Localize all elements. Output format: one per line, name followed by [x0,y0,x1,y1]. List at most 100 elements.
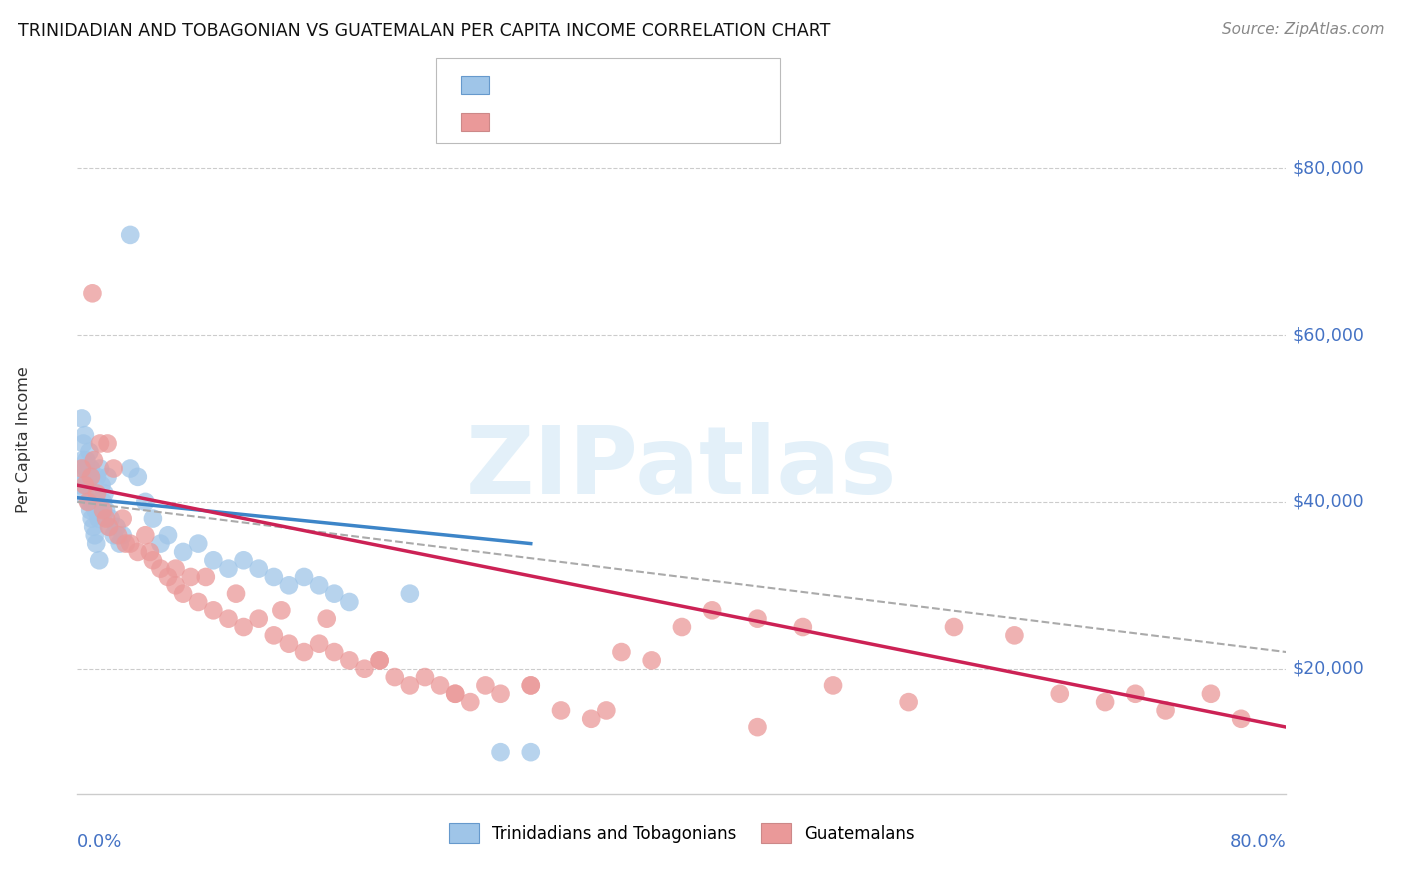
Point [83,453,105,467]
Point [94,503,117,517]
Text: Per Capita Income: Per Capita Income [17,366,31,513]
Point [111,528,134,542]
Text: $60,000: $60,000 [1292,326,1364,344]
Point [353,662,375,676]
Point [278,578,301,592]
Point [641,653,664,667]
Point [103,528,125,542]
Text: ZIPatlas: ZIPatlas [467,422,897,514]
Point [89,436,111,450]
Point [292,645,315,659]
Point [202,553,225,567]
Point [114,536,136,550]
Point [76,478,98,492]
Point [69,478,91,492]
Point [98,520,121,534]
Point [339,653,360,667]
Point [96,470,118,484]
Point [323,645,346,659]
Point [202,603,225,617]
Point [79,503,101,517]
Text: R =  -0.175: R = -0.175 [498,76,598,94]
Point [308,578,330,592]
Point [127,545,149,559]
Point [165,561,187,575]
Point [368,653,391,667]
Point [75,453,97,467]
Point [218,561,240,575]
Point [73,428,96,442]
Point [943,620,966,634]
Point [315,612,337,626]
Point [73,478,96,492]
Point [83,486,105,500]
Point [98,520,121,534]
Point [90,478,112,492]
Point [82,286,104,301]
Point [84,536,107,550]
Point [142,511,165,525]
Point [489,745,512,759]
Point [581,712,603,726]
Point [120,536,142,550]
Point [93,486,115,500]
Point [82,520,104,534]
Point [70,470,93,484]
Point [105,520,128,534]
Point [80,470,103,484]
Point [792,620,814,634]
Point [157,528,180,542]
Point [444,687,467,701]
Text: 80.0%: 80.0% [1230,833,1286,851]
Point [107,528,129,542]
Point [72,453,94,467]
Point [72,436,94,450]
Point [180,570,202,584]
Point [323,587,346,601]
Point [91,495,114,509]
Point [520,678,543,692]
Text: $40,000: $40,000 [1292,493,1364,511]
Text: R = -0.560: R = -0.560 [498,113,592,131]
Point [263,570,285,584]
Point [413,670,436,684]
Point [458,695,481,709]
Point [747,720,769,734]
Point [187,536,209,550]
Point [89,461,111,475]
Point [91,503,114,517]
Point [120,461,142,475]
Point [70,411,93,425]
Point [897,695,920,709]
Point [747,612,769,626]
Point [270,603,292,617]
Point [520,678,543,692]
Text: Source: ZipAtlas.com: Source: ZipAtlas.com [1222,22,1385,37]
Point [100,511,122,525]
Point [1049,687,1071,701]
Point [79,445,101,459]
Point [165,578,187,592]
Point [172,545,194,559]
Point [82,495,104,509]
Point [520,745,543,759]
Point [263,628,285,642]
Point [75,461,97,475]
Text: N = 59: N = 59 [621,76,688,94]
Point [1199,687,1222,701]
Point [80,461,103,475]
Point [1154,703,1177,717]
Point [292,570,315,584]
Point [77,495,100,509]
Point [399,678,422,692]
Point [134,528,156,542]
Point [339,595,360,609]
Point [218,612,240,626]
Point [134,495,156,509]
Point [610,645,633,659]
Point [111,511,134,525]
Point [247,561,270,575]
Point [232,620,254,634]
Point [108,536,131,550]
Text: TRINIDADIAN AND TOBAGONIAN VS GUATEMALAN PER CAPITA INCOME CORRELATION CHART: TRINIDADIAN AND TOBAGONIAN VS GUATEMALAN… [18,22,831,40]
